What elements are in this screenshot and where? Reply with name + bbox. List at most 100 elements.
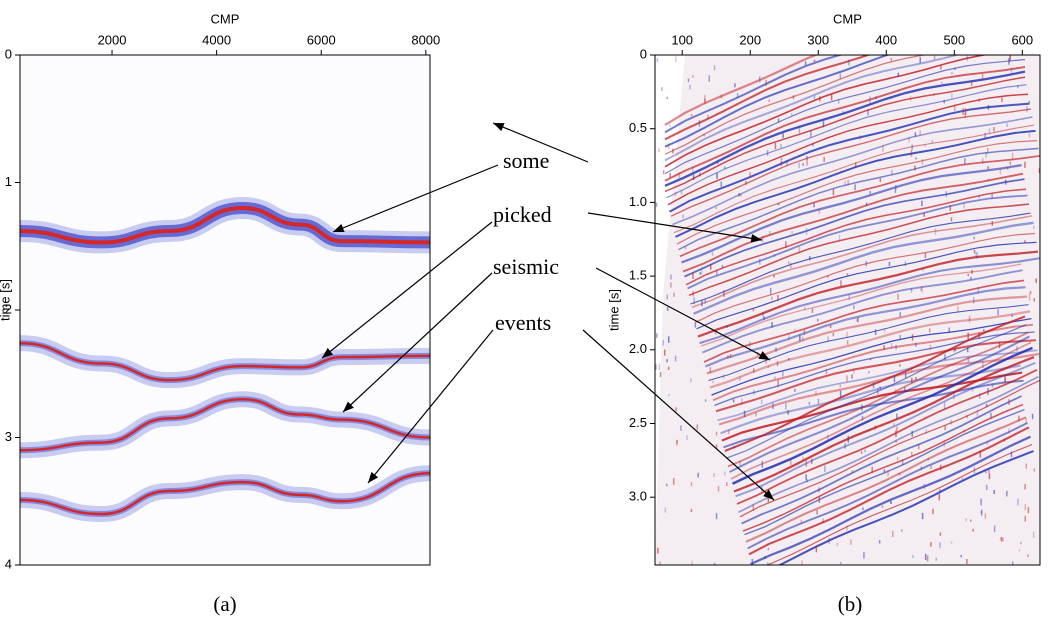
noise-texture — [875, 96, 877, 100]
reflector-texture — [664, 55, 961, 162]
reflector-texture — [690, 212, 1031, 305]
noise-texture — [1027, 554, 1029, 557]
arrow — [587, 212, 763, 243]
noise-texture — [1032, 225, 1035, 229]
noise-texture — [763, 316, 765, 320]
noise-texture — [896, 413, 898, 420]
noise-texture — [899, 312, 902, 317]
noise-texture — [990, 412, 992, 419]
noise-texture — [1038, 168, 1040, 174]
noise-texture — [782, 370, 784, 377]
noise-texture — [684, 246, 687, 250]
reflector-texture — [664, 55, 989, 168]
noise-texture — [851, 470, 854, 473]
noise-texture — [921, 515, 924, 520]
noise-texture — [848, 59, 850, 66]
noise-texture — [782, 133, 784, 139]
noise-texture — [674, 355, 677, 362]
noise-texture — [939, 542, 941, 549]
noise-texture — [839, 390, 842, 397]
reflector-texture — [687, 194, 1028, 290]
reflector-texture — [745, 416, 1027, 543]
noise-texture — [987, 387, 989, 395]
noise-texture — [899, 334, 902, 340]
reflector-texture — [664, 55, 928, 155]
noise-texture — [896, 456, 899, 461]
noise-texture — [980, 498, 982, 506]
noise-texture — [798, 126, 801, 134]
noise-texture — [774, 376, 776, 380]
noise-texture — [879, 386, 881, 390]
noise-texture — [1024, 515, 1026, 522]
noise-texture — [951, 93, 953, 99]
noise-texture — [667, 336, 670, 343]
noise-texture — [894, 189, 897, 193]
reflector-texture — [664, 55, 872, 141]
noise-texture — [844, 443, 846, 449]
noise-texture — [1006, 166, 1009, 170]
noise-texture — [692, 291, 694, 297]
noise-texture — [1017, 498, 1019, 506]
noise-texture — [971, 388, 974, 392]
noise-texture — [892, 530, 894, 538]
noise-texture — [675, 55, 677, 62]
noise-texture — [672, 148, 674, 154]
y-axis-label: time [s] — [606, 289, 621, 331]
noise-texture — [760, 399, 763, 404]
annotation: picked — [493, 202, 552, 227]
noise-texture — [927, 458, 930, 461]
noise-texture — [895, 344, 897, 350]
noise-texture — [1008, 399, 1010, 405]
noise-texture — [771, 296, 773, 301]
noise-texture — [865, 261, 868, 267]
annotation: some — [503, 148, 549, 173]
noise-texture — [997, 427, 1000, 430]
reflector-texture — [670, 108, 1032, 217]
noise-texture — [895, 430, 897, 437]
y-tick-label: 2.5 — [629, 415, 647, 430]
noise-texture — [993, 126, 995, 132]
noise-texture — [985, 403, 988, 408]
noise-texture — [894, 389, 897, 392]
noise-texture — [960, 554, 962, 558]
noise-texture — [666, 359, 668, 363]
noise-texture — [713, 473, 715, 477]
noise-texture — [813, 95, 816, 100]
noise-texture — [802, 456, 804, 462]
arrow — [492, 122, 589, 163]
noise-texture — [669, 124, 671, 127]
noise-texture — [761, 236, 764, 243]
no-data — [655, 55, 685, 565]
noise-texture — [973, 467, 976, 474]
noise-texture — [939, 488, 941, 493]
noise-texture — [1025, 417, 1027, 423]
noise-texture — [666, 96, 668, 100]
reflector-texture — [714, 331, 1035, 406]
noise-texture — [966, 559, 968, 565]
noise-texture — [669, 173, 671, 178]
noise-texture — [734, 83, 736, 88]
noise-texture — [954, 67, 956, 70]
reflector-texture — [664, 76, 1026, 193]
noise-texture — [662, 339, 664, 346]
noise-texture — [657, 547, 659, 554]
noise-texture — [752, 504, 755, 511]
noise-texture — [976, 409, 979, 416]
noise-texture — [755, 412, 757, 417]
noise-texture — [911, 334, 914, 341]
noise-texture — [933, 93, 935, 97]
noise-texture — [801, 560, 803, 565]
noise-texture — [806, 156, 808, 160]
noise-texture — [867, 109, 869, 116]
noise-texture — [877, 388, 879, 395]
noise-texture — [863, 552, 865, 559]
arrow — [321, 221, 493, 359]
noise-texture — [766, 150, 769, 156]
noise-texture — [961, 477, 963, 480]
noise-texture — [692, 272, 694, 279]
reflector-texture — [699, 257, 1040, 345]
noise-texture — [740, 193, 742, 197]
noise-texture — [817, 398, 820, 405]
noise-texture — [798, 162, 800, 169]
noise-texture — [967, 332, 969, 340]
